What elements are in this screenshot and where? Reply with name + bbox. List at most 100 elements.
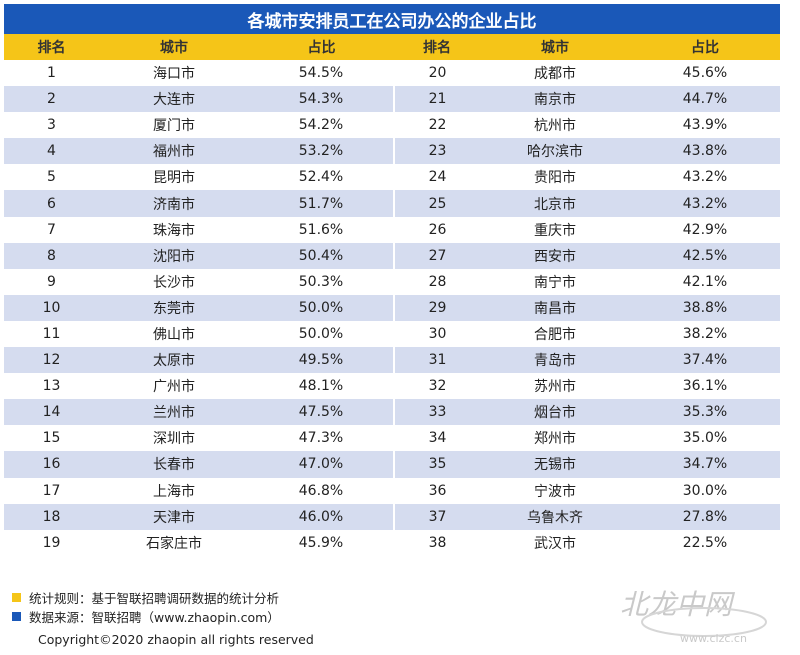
source-marker-icon (12, 612, 21, 621)
header-rank: 排名 (4, 34, 99, 60)
rank-cell: 30 (394, 320, 480, 348)
city-cell: 广州市 (99, 373, 249, 400)
city-cell: 天津市 (99, 503, 249, 530)
city-cell: 西安市 (480, 242, 630, 269)
rank-cell: 32 (394, 373, 480, 400)
rank-cell: 3 (4, 112, 99, 139)
city-cell: 济南市 (99, 190, 249, 217)
header-city: 城市 (99, 34, 249, 60)
rank-cell: 35 (394, 451, 480, 478)
header-ratio-2: 占比 (630, 34, 780, 60)
ratio-cell: 43.8% (630, 138, 780, 165)
city-cell: 北京市 (480, 190, 630, 217)
ratio-cell: 54.5% (249, 60, 395, 87)
table-row: 15 深圳市 47.3% 34 郑州市 35.0% (4, 425, 780, 452)
ratio-cell: 52.4% (249, 164, 395, 191)
city-cell: 苏州市 (480, 373, 630, 400)
table-row: 12 太原市 49.5% 31 青岛市 37.4% (4, 347, 780, 374)
city-cell: 南宁市 (480, 268, 630, 295)
city-cell: 南昌市 (480, 294, 630, 321)
watermark-brand: 北龙中网 (620, 588, 736, 621)
city-cell: 石家庄市 (99, 529, 249, 556)
rank-cell: 34 (394, 425, 480, 452)
city-cell: 深圳市 (99, 425, 249, 452)
city-cell: 成都市 (480, 60, 630, 87)
city-cell: 哈尔滨市 (480, 138, 630, 165)
header-row: 排名 城市 占比 排名 城市 占比 (4, 34, 780, 60)
table-row: 6 济南市 51.7% 25 北京市 43.2% (4, 190, 780, 217)
header-ratio: 占比 (249, 34, 394, 60)
ratio-cell: 35.3% (630, 399, 780, 426)
table-row: 8 沈阳市 50.4% 27 西安市 42.5% (4, 242, 780, 269)
ratio-cell: 51.7% (249, 190, 395, 217)
ratio-cell: 44.7% (630, 86, 780, 113)
ratio-cell: 43.9% (630, 112, 780, 139)
ratio-cell: 45.6% (630, 60, 780, 87)
ratio-cell: 50.4% (249, 242, 395, 269)
table-row: 17 上海市 46.8% 36 宁波市 30.0% (4, 477, 780, 504)
city-cell: 青岛市 (480, 347, 630, 374)
rank-cell: 8 (4, 242, 99, 269)
ratio-cell: 47.0% (249, 451, 395, 478)
rank-cell: 27 (394, 242, 480, 269)
rank-cell: 9 (4, 268, 99, 295)
table-title: 各城市安排员工在公司办公的企业占比 (4, 4, 780, 34)
ratio-cell: 49.5% (249, 347, 395, 374)
table-body: 1 海口市 54.5% 20 成都市 45.6% 2 大连市 54.3% 21 南京市 44.7% 3 厦… (4, 60, 780, 556)
ratio-cell: 42.5% (630, 242, 780, 269)
city-cell: 合肥市 (480, 320, 630, 348)
city-cell: 贵阳市 (480, 164, 630, 191)
ratio-cell: 51.6% (249, 216, 395, 243)
city-cell: 厦门市 (99, 112, 249, 139)
city-cell: 佛山市 (99, 320, 249, 348)
ratio-cell: 45.9% (249, 529, 395, 556)
ratio-cell: 47.3% (249, 425, 395, 452)
city-cell: 福州市 (99, 138, 249, 165)
rank-cell: 6 (4, 190, 99, 217)
rank-cell: 4 (4, 138, 99, 165)
city-cell: 郑州市 (480, 425, 630, 452)
rank-cell: 12 (4, 347, 99, 374)
rank-cell: 13 (4, 373, 99, 400)
watermark-logo: 北龙中网 www.clzc.cn (620, 588, 767, 645)
rank-cell: 37 (394, 503, 480, 530)
rank-cell: 7 (4, 216, 99, 243)
city-cell: 珠海市 (99, 216, 249, 243)
table-row: 3 厦门市 54.2% 22 杭州市 43.9% (4, 112, 780, 139)
rank-cell: 15 (4, 425, 99, 452)
rank-cell: 28 (394, 268, 480, 295)
footer-source: 数据来源：智联招聘（www.zhaopin.com） (12, 607, 280, 626)
table-row: 19 石家庄市 45.9% 38 武汉市 22.5% (4, 529, 780, 556)
ratio-cell: 38.2% (630, 320, 780, 348)
footer-notes: 统计规则：基于智联招聘调研数据的统计分析 数据来源：智联招聘（www.zhaop… (12, 588, 280, 626)
rank-cell: 38 (394, 529, 480, 556)
copyright-text: Copyright©2020 zhaopin all rights reserv… (38, 632, 314, 647)
rank-cell: 23 (394, 138, 480, 165)
rank-cell: 10 (4, 294, 99, 321)
ratio-cell: 47.5% (249, 399, 395, 426)
city-cell: 宁波市 (480, 477, 630, 504)
rank-cell: 25 (394, 190, 480, 217)
rank-cell: 18 (4, 503, 99, 530)
table-row: 1 海口市 54.5% 20 成都市 45.6% (4, 60, 780, 87)
ratio-cell: 27.8% (630, 503, 780, 530)
footer-rule-text: 统计规则：基于智联招聘调研数据的统计分析 (29, 591, 280, 606)
table-row: 4 福州市 53.2% 23 哈尔滨市 43.8% (4, 138, 780, 165)
rank-cell: 11 (4, 320, 99, 348)
table-row: 7 珠海市 51.6% 26 重庆市 42.9% (4, 216, 780, 243)
city-cell: 大连市 (99, 86, 249, 113)
ratio-cell: 30.0% (630, 477, 780, 504)
city-cell: 烟台市 (480, 399, 630, 426)
rule-marker-icon (12, 593, 21, 602)
header-rank-2: 排名 (394, 34, 480, 60)
city-cell: 海口市 (99, 60, 249, 87)
table-row: 16 长春市 47.0% 35 无锡市 34.7% (4, 451, 780, 478)
ratio-cell: 34.7% (630, 451, 780, 478)
ratio-cell: 22.5% (630, 529, 780, 556)
city-cell: 乌鲁木齐 (480, 503, 630, 530)
rank-cell: 16 (4, 451, 99, 478)
city-cell: 兰州市 (99, 399, 249, 426)
ratio-cell: 42.9% (630, 216, 780, 243)
table-row: 11 佛山市 50.0% 30 合肥市 38.2% (4, 320, 780, 348)
city-cell: 重庆市 (480, 216, 630, 243)
